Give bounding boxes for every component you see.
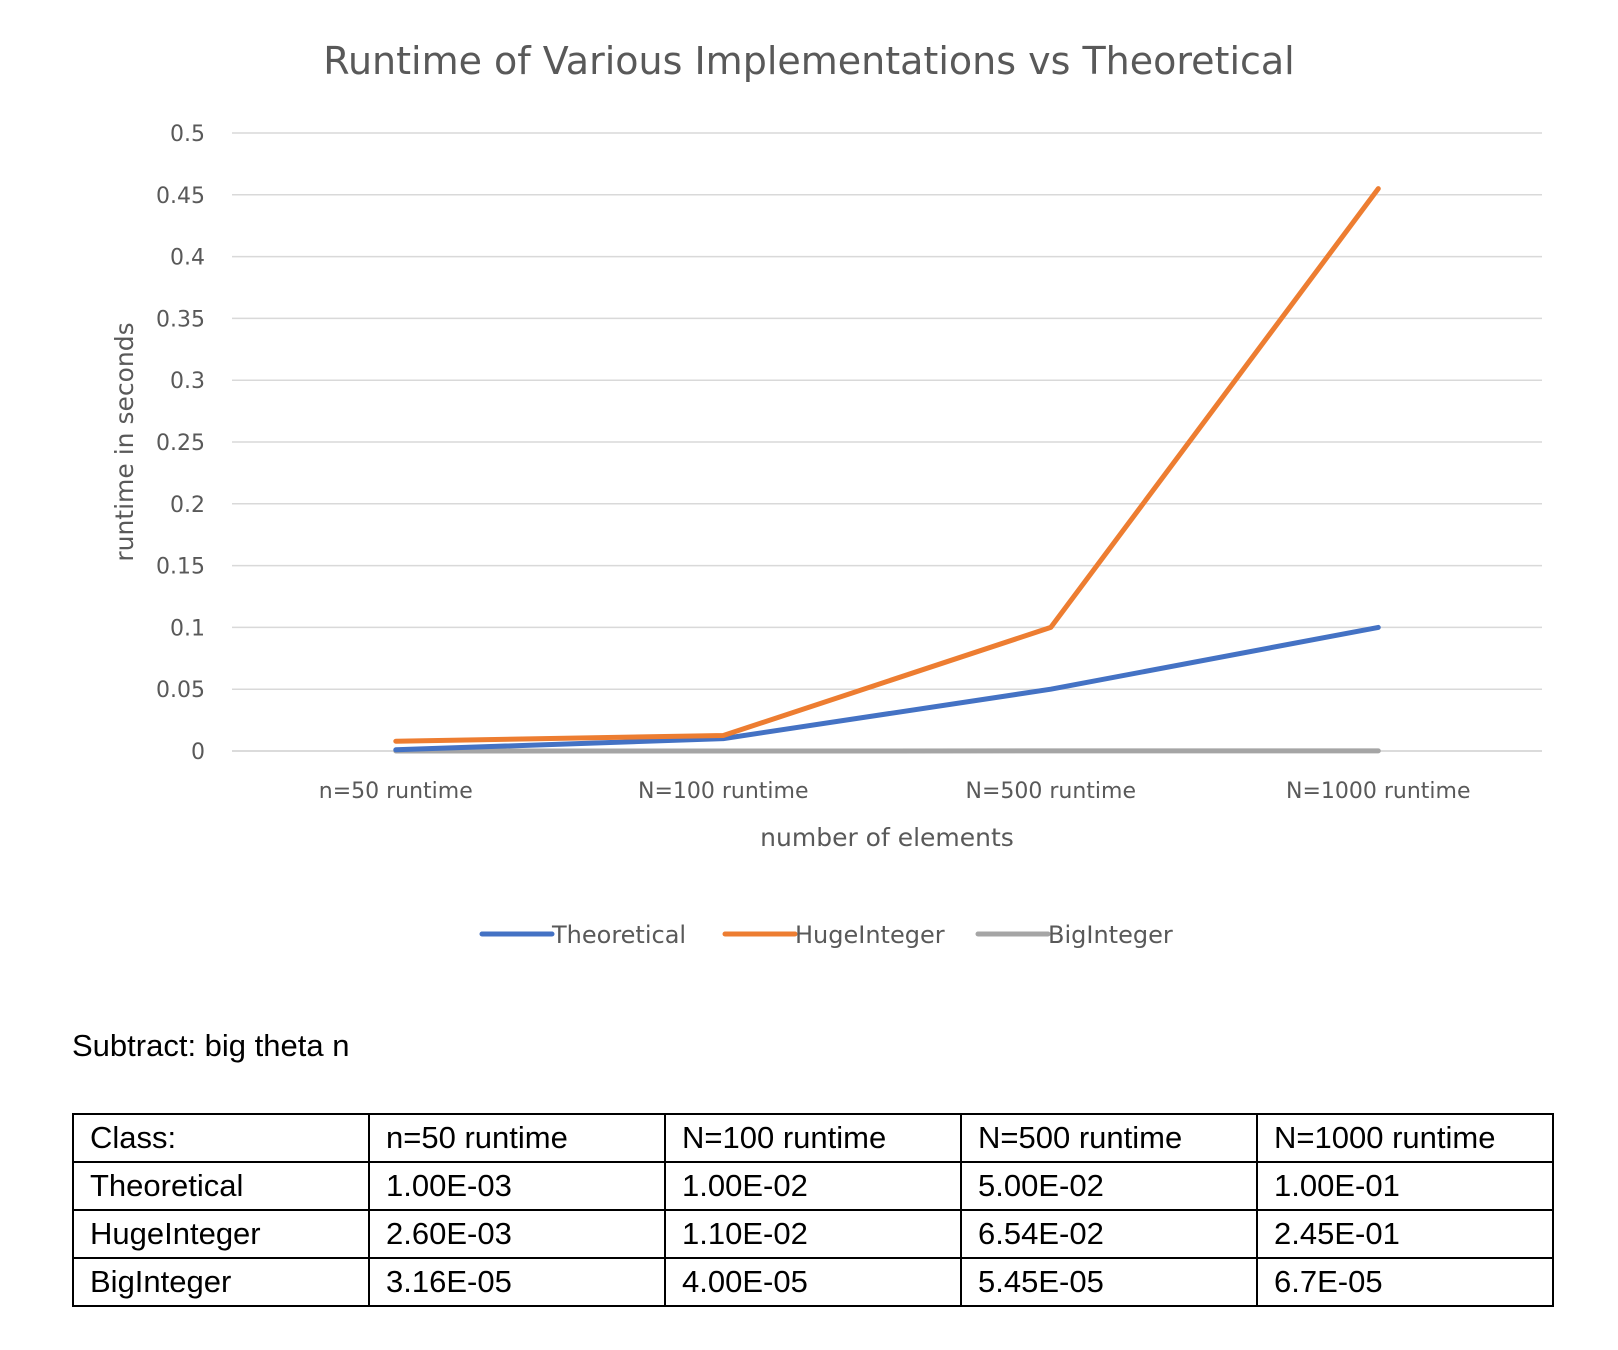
table-cell: 2.45E-01 (1256, 1209, 1554, 1259)
table-cell: 6.7E-05 (1256, 1257, 1554, 1307)
runtime-table: Class: n=50 runtime N=100 runtime N=500 … (72, 1113, 1554, 1307)
x-tick-label: N=1000 runtime (1286, 779, 1471, 804)
y-tick-label: 0.2 (170, 493, 205, 518)
series-line-theoretical (393, 624, 1381, 753)
table-cell: 4.00E-05 (664, 1257, 962, 1307)
runtime-chart: Runtime of Various Implementations vs Th… (110, 39, 1542, 949)
x-tick-label: N=500 runtime (965, 779, 1136, 804)
y-tick-label: 0 (191, 740, 205, 765)
x-axis-title: number of elements (760, 823, 1014, 852)
y-tick-label: 0.5 (170, 122, 205, 147)
table-cell: 2.60E-03 (368, 1209, 666, 1259)
table-cell: 1.00E-03 (368, 1161, 666, 1211)
y-axis-title: runtime in seconds (110, 322, 139, 561)
table-cell: 5.45E-05 (960, 1257, 1258, 1307)
table-cell: 6.54E-02 (960, 1209, 1258, 1259)
y-tick-label: 0.25 (156, 431, 205, 456)
table-cell: HugeInteger (72, 1209, 370, 1259)
table-cell: 1.10E-02 (664, 1209, 962, 1259)
table-header-cell: Class: (72, 1113, 370, 1163)
series-line-hugeinteger (393, 186, 1381, 744)
table-cell: Theoretical (72, 1161, 370, 1211)
table-cell: 1.00E-01 (1256, 1161, 1554, 1211)
table-row: BigInteger 3.16E-05 4.00E-05 5.45E-05 6.… (72, 1257, 1554, 1307)
legend-label-theoretical: Theoretical (551, 921, 686, 949)
caption-complexity: Subtract: big theta n (72, 1028, 350, 1063)
y-tick-label: 0.35 (156, 307, 205, 332)
table-row: Theoretical 1.00E-03 1.00E-02 5.00E-02 1… (72, 1161, 1554, 1211)
y-tick-label: 0.15 (156, 555, 205, 580)
table-cell: 1.00E-02 (664, 1161, 962, 1211)
y-tick-label: 0.3 (170, 369, 205, 394)
legend-label-biginteger: BigInteger (1048, 921, 1173, 949)
table-header-cell: N=500 runtime (960, 1113, 1258, 1163)
table-cell: 3.16E-05 (368, 1257, 666, 1307)
table-header-cell: n=50 runtime (368, 1113, 666, 1163)
y-tick-label: 0.1 (170, 616, 205, 641)
y-tick-label: 0.05 (156, 678, 205, 703)
table-cell: BigInteger (72, 1257, 370, 1307)
table-header-cell: N=100 runtime (664, 1113, 962, 1163)
y-tick-label: 0.45 (156, 184, 205, 209)
table-header-row: Class: n=50 runtime N=100 runtime N=500 … (72, 1113, 1554, 1163)
table-header-cell: N=1000 runtime (1256, 1113, 1554, 1163)
x-tick-label: n=50 runtime (319, 779, 473, 804)
table-cell: 5.00E-02 (960, 1161, 1258, 1211)
y-tick-label: 0.4 (170, 246, 205, 271)
legend-label-hugeinteger: HugeInteger (795, 921, 945, 949)
chart-title: Runtime of Various Implementations vs Th… (323, 39, 1295, 83)
x-tick-label: N=100 runtime (638, 779, 809, 804)
table-row: HugeInteger 2.60E-03 1.10E-02 6.54E-02 2… (72, 1209, 1554, 1259)
